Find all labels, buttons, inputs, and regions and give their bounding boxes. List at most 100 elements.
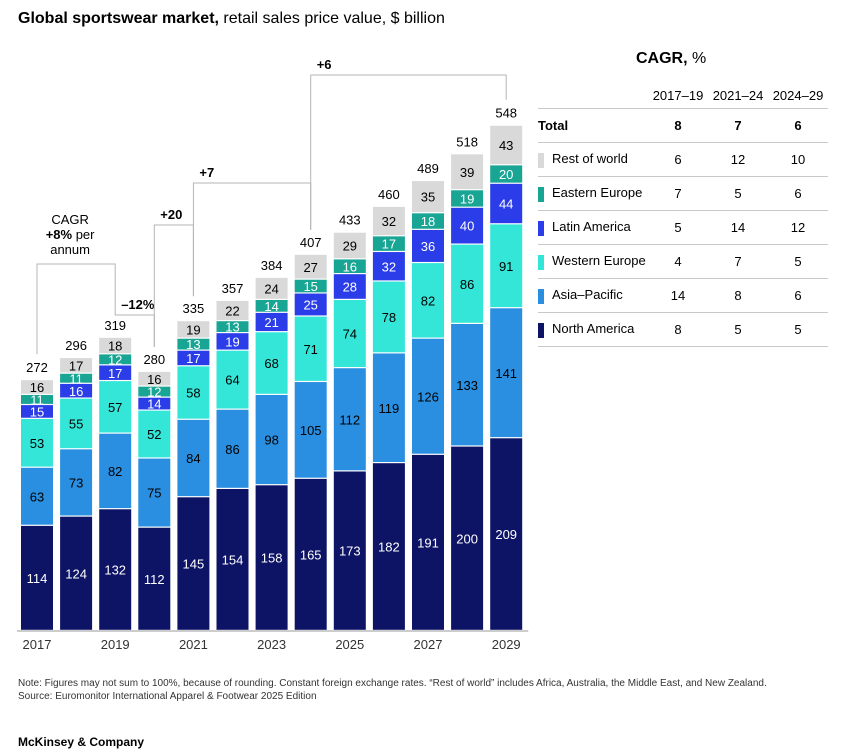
bar-value-label: 82 bbox=[108, 464, 122, 479]
bar-segment bbox=[333, 274, 366, 299]
bar-segment bbox=[177, 419, 210, 497]
bar-value-label: 52 bbox=[147, 427, 161, 442]
bar-value-label: 16 bbox=[147, 372, 161, 387]
bar-segment bbox=[412, 338, 444, 454]
bar-segment bbox=[138, 527, 171, 630]
x-tick-label: 2023 bbox=[257, 637, 286, 652]
bar-segment bbox=[21, 418, 53, 467]
bar-segment bbox=[412, 229, 444, 262]
chart-title-subtitle: retail sales price value, $ billion bbox=[223, 10, 445, 27]
cagr-row: Total 8 7 6 bbox=[538, 108, 828, 143]
growth-annotation: –12% bbox=[121, 297, 155, 312]
legend-swatch bbox=[538, 152, 544, 168]
cagr-table-header: 2017–19 2021–24 2024–29 bbox=[538, 82, 828, 109]
cagr-value: 8 bbox=[708, 278, 768, 313]
bar-segment bbox=[412, 181, 444, 213]
bar-value-label: 86 bbox=[225, 442, 239, 457]
bar-segment bbox=[138, 371, 171, 386]
cagr-value: 8 bbox=[648, 108, 708, 143]
bar-value-label: 58 bbox=[186, 386, 200, 401]
bar-segment bbox=[255, 332, 288, 394]
bar-segment bbox=[294, 293, 327, 316]
bar-value-label: 78 bbox=[382, 310, 396, 325]
bar-value-label: 126 bbox=[417, 389, 439, 404]
bar-segment bbox=[451, 244, 484, 323]
cagr-row: Rest of world 6 12 10 bbox=[538, 142, 828, 177]
bar-segment bbox=[490, 224, 523, 308]
cagr-row-label: Total bbox=[538, 118, 569, 133]
bar-segment bbox=[294, 254, 327, 279]
cagr-row: North America 8 5 5 bbox=[538, 312, 828, 347]
bar-value-label: 16 bbox=[69, 384, 83, 399]
bar-segment bbox=[216, 409, 249, 488]
bar-value-label: 15 bbox=[303, 279, 317, 294]
bar-value-label: 114 bbox=[27, 571, 48, 586]
bar-total-label: 518 bbox=[456, 134, 478, 149]
bar-total-label: 272 bbox=[26, 360, 48, 375]
bar-value-label: 112 bbox=[144, 572, 165, 587]
bar-value-label: 154 bbox=[222, 553, 244, 568]
legend-swatch bbox=[538, 322, 544, 338]
bar-segment bbox=[412, 213, 444, 229]
bar-segment bbox=[451, 207, 484, 244]
bar-segment bbox=[451, 446, 484, 630]
bar-segment bbox=[451, 323, 484, 446]
bar-segment bbox=[99, 381, 132, 433]
bar-value-label: 25 bbox=[303, 298, 317, 313]
bar-value-label: 11 bbox=[69, 371, 83, 386]
bar-segment bbox=[255, 394, 288, 485]
bar-value-label: 15 bbox=[30, 405, 44, 420]
bar-value-label: 98 bbox=[264, 433, 278, 448]
bar-value-label: 158 bbox=[261, 551, 283, 566]
chart-title-bold: Global sportswear market, bbox=[18, 10, 219, 27]
bar-total-label: 433 bbox=[339, 213, 361, 228]
bar-value-label: 91 bbox=[499, 259, 513, 274]
bar-value-label: 32 bbox=[382, 259, 396, 274]
bar-value-label: 86 bbox=[460, 277, 474, 292]
cagr-value: 6 bbox=[768, 278, 828, 313]
bar-value-label: 84 bbox=[186, 451, 200, 466]
cagr-heading-bold: CAGR, bbox=[636, 50, 688, 67]
bar-value-label: 132 bbox=[104, 563, 126, 578]
cagr-value: 14 bbox=[648, 278, 708, 313]
cagr-value: 6 bbox=[768, 176, 828, 211]
cagr-value: 14 bbox=[708, 210, 768, 245]
bar-value-label: 17 bbox=[108, 366, 122, 381]
bar-value-label: 19 bbox=[225, 334, 239, 349]
bar-value-label: 105 bbox=[300, 423, 322, 438]
bar-segment bbox=[490, 125, 523, 165]
bar-segment bbox=[490, 308, 523, 438]
cagr-row: Latin America 5 14 12 bbox=[538, 210, 828, 245]
x-tick-label: 2029 bbox=[492, 637, 521, 652]
bar-value-label: 17 bbox=[382, 237, 396, 252]
bar-value-label: 21 bbox=[264, 315, 278, 330]
bar-segment bbox=[138, 410, 171, 458]
legend-swatch bbox=[538, 220, 544, 236]
bar-segment bbox=[138, 397, 171, 410]
cagr-value: 5 bbox=[708, 312, 768, 347]
bar-value-label: 71 bbox=[303, 342, 317, 357]
cagr-row-label: Western Europe bbox=[552, 253, 646, 269]
bar-segment bbox=[372, 353, 405, 462]
bar-value-label: 11 bbox=[30, 393, 44, 408]
bar-value-label: 27 bbox=[303, 260, 317, 275]
bar-value-label: 124 bbox=[65, 566, 87, 581]
footnote: Note: Figures may not sum to 100%, becau… bbox=[18, 677, 808, 703]
bar-segment bbox=[177, 338, 210, 350]
growth-annotation: +8% per bbox=[46, 227, 95, 242]
bar-segment bbox=[372, 206, 405, 236]
bar-segment bbox=[177, 321, 210, 338]
bar-segment bbox=[372, 252, 405, 281]
bar-value-label: 141 bbox=[495, 366, 517, 381]
bar-segment bbox=[255, 485, 288, 630]
bar-value-label: 13 bbox=[186, 337, 200, 352]
bar-value-label: 28 bbox=[343, 280, 357, 295]
footnote-note: Note: Figures may not sum to 100%, becau… bbox=[18, 678, 767, 689]
cagr-row-label: Asia–Pacific bbox=[552, 287, 623, 303]
bar-segment bbox=[451, 154, 484, 190]
bar-segment bbox=[216, 350, 249, 409]
x-tick-label: 2027 bbox=[414, 637, 443, 652]
bar-segment bbox=[21, 380, 53, 394]
bar-segment bbox=[490, 165, 523, 183]
bar-segment bbox=[216, 489, 249, 630]
